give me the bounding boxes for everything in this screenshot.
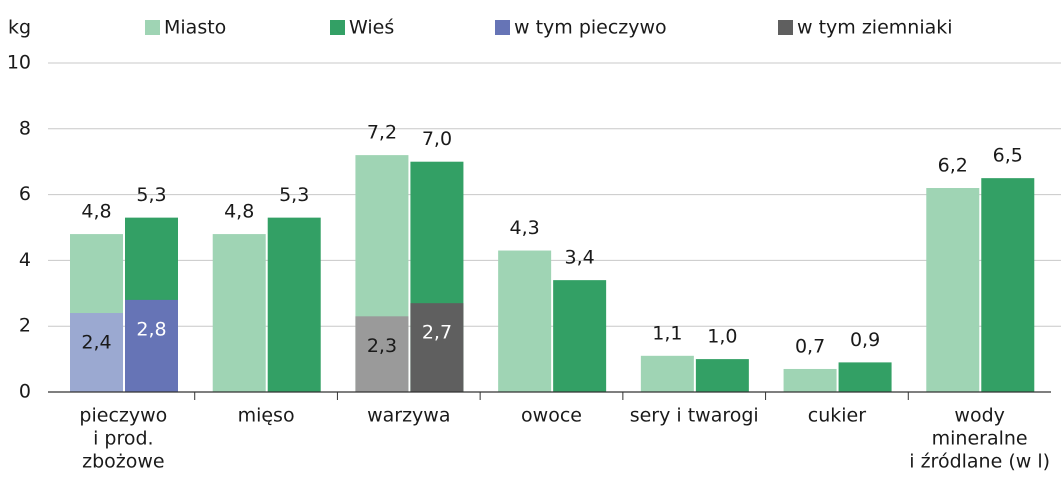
value-label: 2,4 (81, 332, 111, 354)
value-label: 0,7 (795, 335, 825, 357)
bar (553, 280, 607, 392)
bar (640, 355, 694, 392)
overlay-bar (70, 313, 123, 392)
y-tick-label: 0 (19, 381, 31, 403)
legend-label: w tym pieczywo (514, 17, 667, 39)
x-tick-label: zbożowe (82, 451, 165, 473)
x-tick-label: pieczywo (79, 405, 167, 427)
value-label: 7,0 (422, 128, 452, 150)
value-label: 4,3 (510, 217, 540, 239)
x-tick-label: cukier (808, 405, 866, 427)
value-label: 1,0 (707, 326, 737, 348)
bar (783, 368, 837, 392)
legend-swatch (778, 20, 793, 35)
bar (981, 178, 1035, 392)
overlay-bar (125, 299, 178, 392)
y-tick-label: 6 (19, 183, 31, 205)
legend-swatch (145, 20, 160, 35)
value-label: 2,8 (136, 318, 166, 340)
legend-label: Miasto (164, 17, 226, 39)
overlay-bar (355, 316, 409, 392)
value-label: 4,8 (224, 201, 254, 223)
x-tick-label: owoce (521, 405, 582, 427)
bar (212, 234, 266, 392)
value-label: 3,4 (565, 247, 595, 269)
x-tick-label: mineralne (932, 428, 1028, 450)
value-label: 2,3 (367, 335, 397, 357)
y-tick-label: 2 (19, 315, 31, 337)
bar (926, 188, 980, 392)
bar (267, 217, 321, 392)
overlay-bar (410, 303, 464, 392)
value-label: 5,3 (136, 184, 166, 206)
legend-label: Wieś (349, 17, 394, 39)
value-label: 0,9 (850, 329, 880, 351)
y-axis-label: kg (8, 17, 31, 39)
value-label: 5,3 (279, 184, 309, 206)
y-tick-label: 8 (19, 117, 31, 139)
bar (695, 359, 749, 392)
x-tick-label: wody (954, 405, 1004, 427)
value-label: 4,8 (81, 201, 111, 223)
value-label: 2,7 (422, 322, 452, 344)
x-tick-label: i prod. (93, 428, 154, 450)
y-tick-label: 4 (19, 249, 31, 271)
value-label: 1,1 (652, 322, 682, 344)
y-tick-label: 10 (7, 52, 31, 74)
legend-swatch (495, 20, 510, 35)
bar (838, 362, 892, 392)
x-tick-label: i źródlane (w l) (909, 451, 1050, 473)
value-label: 6,2 (938, 155, 968, 177)
x-tick-label: mięso (238, 405, 295, 427)
legend-label: w tym ziemniaki (797, 17, 953, 39)
x-tick-label: warzywa (367, 405, 450, 427)
x-tick-label: sery i twarogi (630, 405, 759, 427)
value-label: 6,5 (993, 145, 1023, 167)
value-label: 7,2 (367, 122, 397, 144)
bar (498, 250, 552, 392)
legend-swatch (330, 20, 345, 35)
